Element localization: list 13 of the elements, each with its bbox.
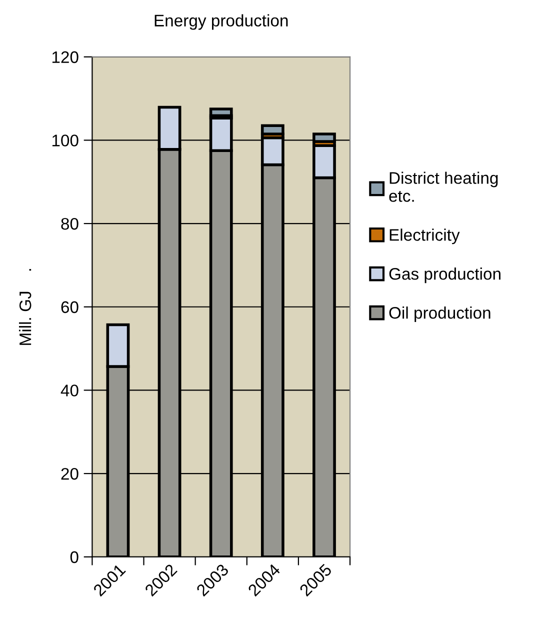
chart-title: Energy production: [154, 14, 288, 30]
y-tick-label: 100: [52, 134, 78, 146]
y-tick-label: 40: [60, 384, 78, 396]
legend-label: Electricity: [390, 228, 460, 244]
y-tick-label: 80: [61, 218, 78, 230]
y-tick-label: 20: [61, 468, 78, 480]
y-tick-label: 0: [70, 551, 78, 564]
y-tick-label: 60: [61, 301, 78, 314]
legend-label: District heating etc.: [389, 172, 498, 202]
y-axis-title: Mill. GJ .: [18, 269, 32, 345]
legend-label: Gas production: [389, 268, 500, 284]
y-tick-label: 120: [52, 51, 78, 64]
legend-label: Oil production: [389, 306, 490, 322]
